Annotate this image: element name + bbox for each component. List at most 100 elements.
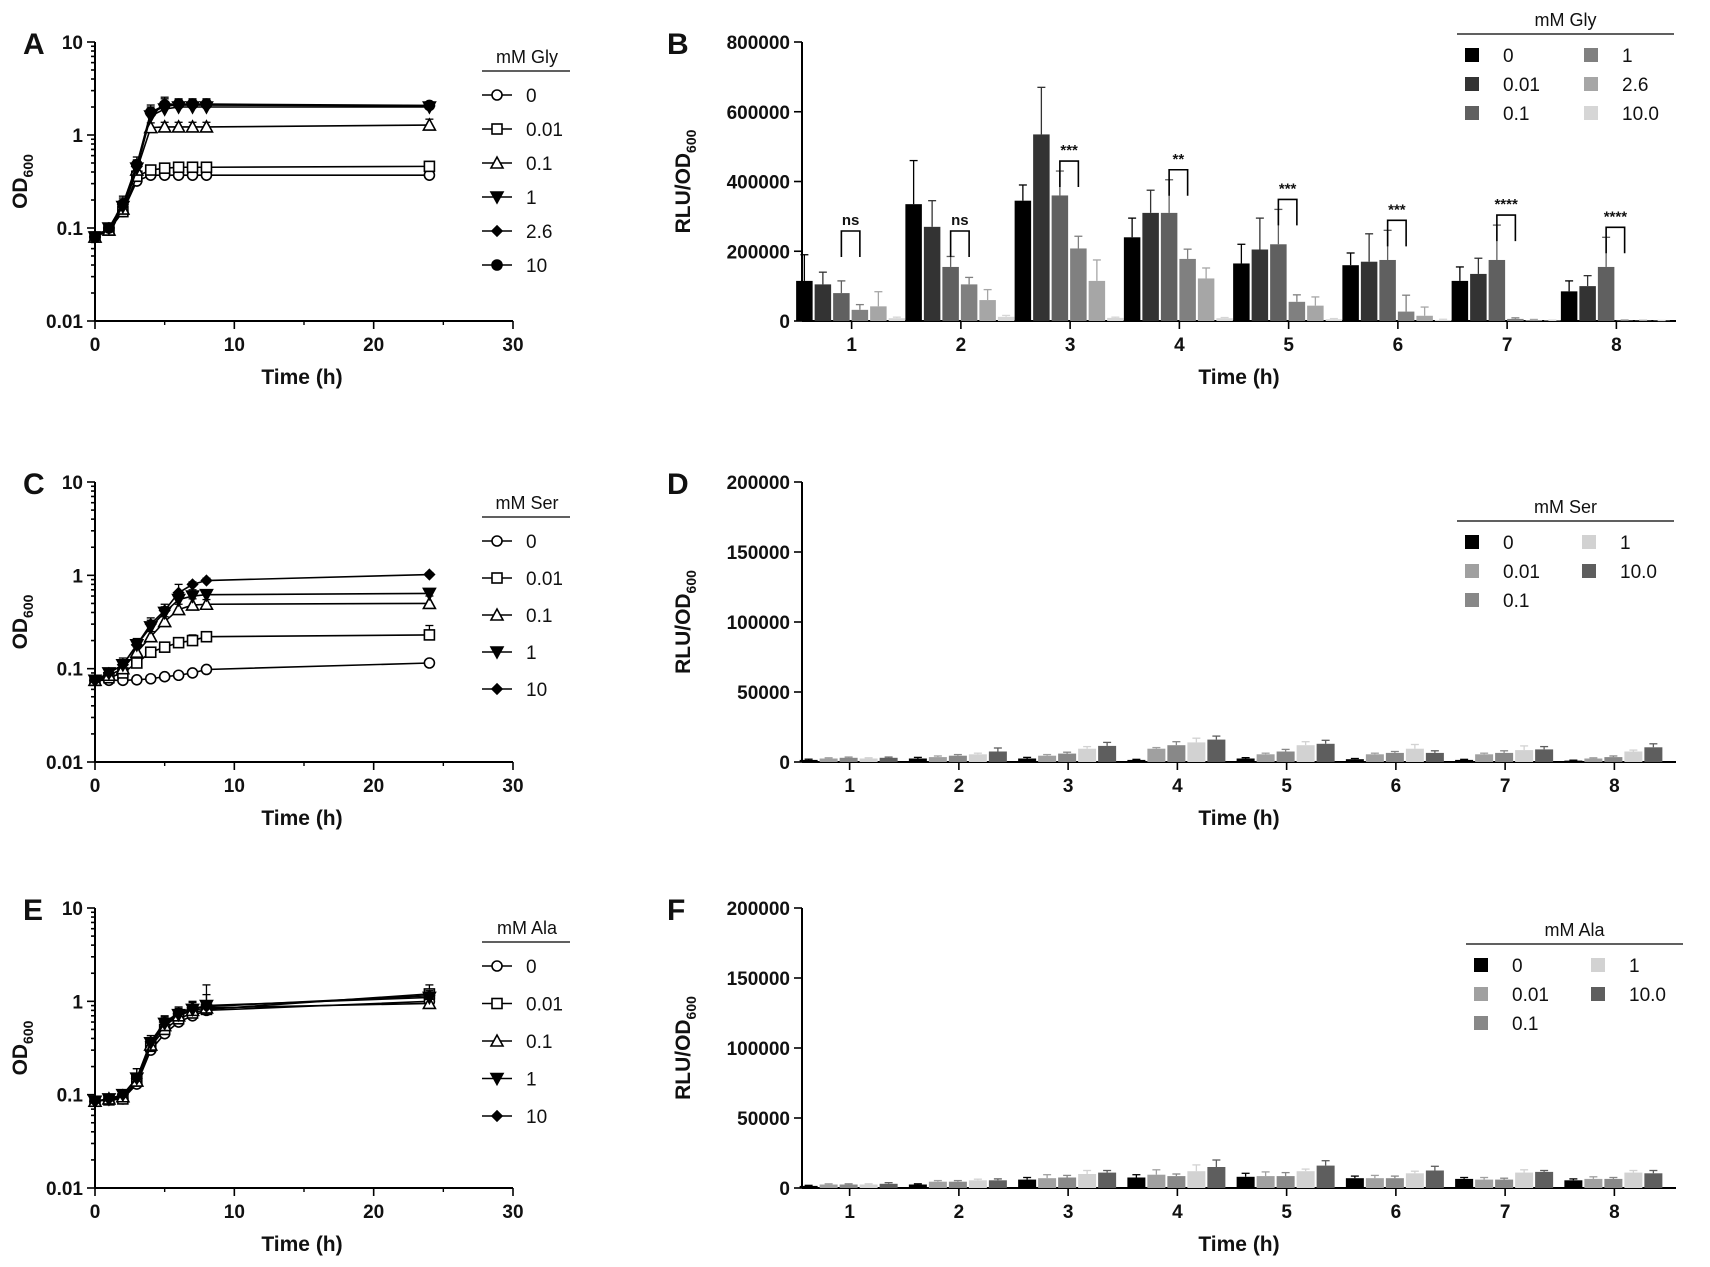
data-point — [185, 119, 200, 133]
legend-swatch — [1465, 77, 1479, 91]
bar — [928, 757, 947, 762]
data-point — [200, 1000, 213, 1013]
bar — [1276, 751, 1295, 762]
bar — [1455, 759, 1474, 762]
x-tick-label: 10 — [224, 776, 245, 797]
legend: mM Ala 0 0.01 0.1 1 10 — [482, 918, 570, 1128]
panel-label: A — [23, 28, 45, 61]
data-point — [200, 574, 213, 587]
bar — [819, 758, 838, 762]
x-tick-label: 10 — [224, 335, 245, 356]
bar — [1455, 1178, 1474, 1188]
bar — [814, 284, 832, 321]
y-tick-label: 0.01 — [46, 753, 83, 774]
legend-swatch — [1465, 106, 1479, 120]
legend-swatch — [1474, 1016, 1488, 1030]
series-line — [94, 994, 430, 1103]
legend-label: 10 — [526, 680, 547, 701]
series-line — [94, 124, 430, 238]
data-point — [131, 657, 143, 669]
legend-label: 0 — [1503, 46, 1514, 67]
bar — [1604, 1178, 1623, 1188]
bar — [1385, 1178, 1404, 1188]
bar — [1270, 244, 1287, 321]
bar — [1535, 749, 1554, 762]
data-point — [186, 1001, 199, 1015]
x-tick-label: 3 — [1063, 1202, 1074, 1223]
legend-swatch — [1474, 958, 1488, 972]
x-tick-label: 20 — [363, 335, 384, 356]
legend-label: 0.1 — [1503, 591, 1529, 612]
legend-label: 1 — [1629, 956, 1640, 977]
y-tick-label: 1 — [72, 566, 83, 587]
y-axis-label: OD600 — [9, 154, 36, 209]
panel-C: C 0.01 0.1 1 10 0 10 20 30 Time (h) OD600 mM Ser 0 0.… — [9, 468, 570, 830]
y-axis-label-subscript: 600 — [20, 1020, 36, 1044]
data-point — [172, 98, 185, 110]
y-tick-label: 0 — [779, 753, 790, 774]
bar — [833, 293, 850, 321]
bar — [988, 1180, 1007, 1188]
bar — [839, 1184, 858, 1188]
data-point — [172, 636, 185, 649]
y-tick-label: 200000 — [727, 473, 790, 494]
x-axis-label: Time (h) — [261, 807, 342, 830]
y-axis-label-subscript: 600 — [20, 594, 36, 618]
bar — [1197, 278, 1215, 321]
y-axis-label: RLU/OD600 — [672, 996, 699, 1100]
data-point — [172, 669, 185, 682]
y-tick-label: 0.1 — [57, 219, 84, 240]
series-line — [94, 1002, 430, 1103]
bar — [1564, 1180, 1583, 1188]
data-point — [489, 155, 505, 169]
bar — [1187, 742, 1206, 762]
bar — [796, 280, 813, 321]
legend-swatch — [1584, 48, 1598, 62]
bar — [979, 300, 996, 321]
bar — [1018, 1179, 1037, 1188]
data-point — [158, 604, 171, 617]
y-tick-label: 50000 — [737, 683, 790, 704]
data-point — [423, 629, 436, 641]
y-axis-label: OD600 — [9, 594, 36, 649]
data-point — [130, 1072, 143, 1085]
data-point — [117, 198, 129, 211]
bar — [1098, 745, 1117, 762]
x-tick-label: 4 — [1172, 776, 1183, 797]
bar — [1425, 752, 1444, 762]
bar — [960, 284, 978, 321]
data-point — [144, 164, 157, 176]
data-point — [88, 1095, 102, 1108]
bar — [1216, 318, 1233, 321]
legend-label: 0.01 — [526, 569, 563, 590]
x-tick-label: 4 — [1172, 1202, 1183, 1223]
legend-title: mM Gly — [496, 47, 558, 67]
y-axis-label-subscript: 600 — [683, 570, 699, 594]
data-point — [489, 607, 505, 621]
bar — [1207, 739, 1226, 762]
bar — [1078, 748, 1097, 762]
series-line — [94, 634, 430, 682]
legend-label: 10.0 — [1622, 104, 1659, 125]
y-axis-label-main: RLU/OD — [672, 593, 695, 674]
data-point — [491, 123, 503, 135]
bar — [1397, 311, 1415, 321]
significance-label: **** — [1494, 196, 1518, 213]
bar — [1070, 248, 1087, 321]
bar — [1488, 259, 1506, 321]
bar — [1236, 1176, 1255, 1188]
y-axis-label-main: RLU/OD — [672, 153, 695, 234]
legend-swatch — [1465, 48, 1479, 62]
legend-label: 1 — [526, 643, 537, 664]
data-point — [102, 666, 116, 680]
y-tick-label: 0.1 — [57, 660, 84, 681]
bar — [1325, 319, 1343, 321]
x-tick-label: 2 — [956, 335, 967, 356]
legend-title: mM Gly — [1535, 10, 1597, 30]
series-10 — [88, 568, 436, 687]
legend-label: 2.6 — [1622, 75, 1648, 96]
data-point — [200, 161, 213, 174]
x-tick-label: 3 — [1065, 335, 1076, 356]
y-tick-label: 0 — [779, 1179, 790, 1200]
